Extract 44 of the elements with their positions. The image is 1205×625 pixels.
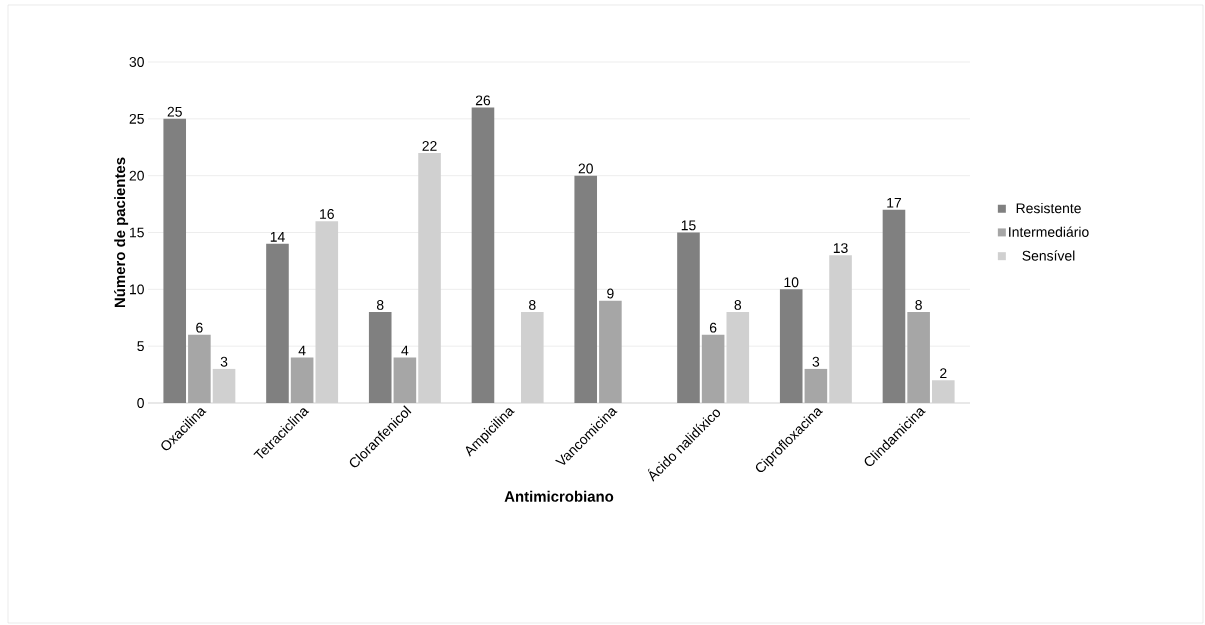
y-tick-label: 15 [130,227,144,238]
data-label: 6 [709,322,717,333]
legend-label: Intermediário [1009,226,1089,237]
data-label: 22 [422,140,437,151]
y-tick-label: 20 [129,170,144,181]
y-tick-label: 25 [129,113,144,124]
y-tick-label: 5 [137,341,144,352]
bar [779,289,803,403]
bar [931,380,955,403]
data-label: 26 [475,95,491,106]
y-tick-label: 30 [129,57,144,67]
data-label: 8 [376,299,384,310]
y-axis-title: Número de pacientes [114,157,129,308]
data-label: 14 [270,232,285,242]
bar [574,175,598,403]
bar [677,232,700,403]
data-label: 8 [734,299,742,310]
data-label: 3 [812,356,820,367]
data-label: 13 [833,243,848,254]
data-label: 9 [607,288,614,299]
bar [882,209,906,403]
data-label: 25 [167,106,182,117]
data-label: 8 [529,299,536,310]
data-label: 6 [196,322,203,333]
data-label: 2 [940,368,947,379]
data-label: 8 [915,299,922,310]
y-tick-label: 0 [137,398,144,408]
data-label: 17 [887,197,902,208]
data-label: 4 [298,345,306,356]
bar [266,243,289,403]
data-label: 3 [220,356,228,367]
bar [368,312,392,403]
legend-label: Sensível [1022,250,1075,261]
data-label: 10 [784,277,799,288]
x-axis-title: Antimicrobiano [504,490,614,502]
legend-label: Resistente [1016,202,1081,214]
bar [163,118,187,403]
data-label: 4 [401,345,409,356]
data-label: 20 [578,163,593,174]
data-label: 16 [320,209,334,219]
data-label: 15 [681,220,696,231]
bar [212,368,236,403]
y-tick-label: 10 [130,284,144,295]
bar [471,107,495,403]
